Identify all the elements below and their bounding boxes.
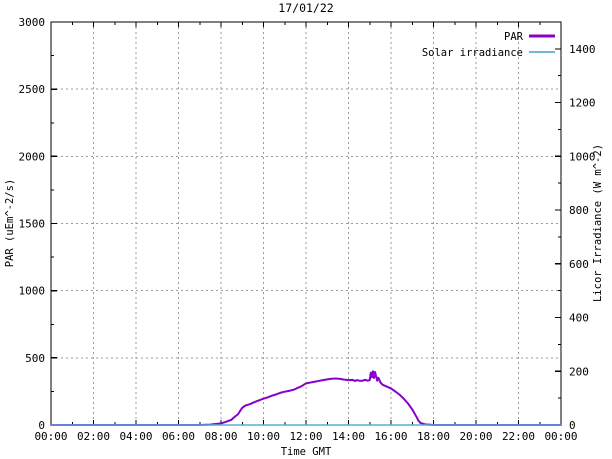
legend-label-par: PAR [504,31,524,43]
y2-tick-label: 800 [569,204,589,217]
data-series [50,370,562,426]
x-tick-label: 04:00 [119,430,152,443]
x-tick-label: 16:00 [374,430,407,443]
axis-tick-labels: 00:00 02:00 04:00 06:00 08:00 10:00 12:00 14:00… [19,16,596,443]
x-tick-label: 20:00 [459,430,492,443]
x-axis-title: Time GMT [281,446,332,458]
y-tick-label: 2000 [19,150,46,163]
x-tick-label: 00:00 [34,430,67,443]
series-line-par [50,370,562,426]
y2-tick-label: 1400 [569,43,596,56]
y-tick-label: 3000 [19,16,46,29]
chart-legend: PAR Solar irradiance [422,31,555,59]
y-tick-label: 2500 [19,83,46,96]
chart-title: 17/01/22 [278,1,333,15]
x-tick-label: 22:00 [502,430,535,443]
y2-tick-label: 200 [569,365,589,378]
y2-tick-label: 400 [569,312,589,325]
y-tick-label: 1000 [19,285,46,298]
x-tick-label: 00:00 [544,430,577,443]
y2-tick-label: 0 [569,419,576,432]
x-tick-label: 02:00 [77,430,110,443]
y-tick-label: 500 [25,352,45,365]
x-tick-label: 10:00 [247,430,280,443]
x-tick-label: 14:00 [332,430,365,443]
gridlines [51,22,561,425]
x-tick-label: 12:00 [289,430,322,443]
legend-label-solar-irradiance: Solar irradiance [422,47,523,59]
y2-tick-label: 1000 [569,150,596,163]
y2-axis-title: Licor Irradiance (W m^-2) [592,144,604,302]
x-tick-label: 08:00 [204,430,237,443]
y2-tick-label: 1200 [569,97,596,110]
y-axis-title: PAR (uEm^-2/s) [4,179,16,268]
y-tick-label: 0 [38,419,45,432]
x-tick-label: 18:00 [417,430,450,443]
y2-tick-label: 600 [569,258,589,271]
y-tick-label: 1500 [19,218,46,231]
x-tick-label: 06:00 [162,430,195,443]
